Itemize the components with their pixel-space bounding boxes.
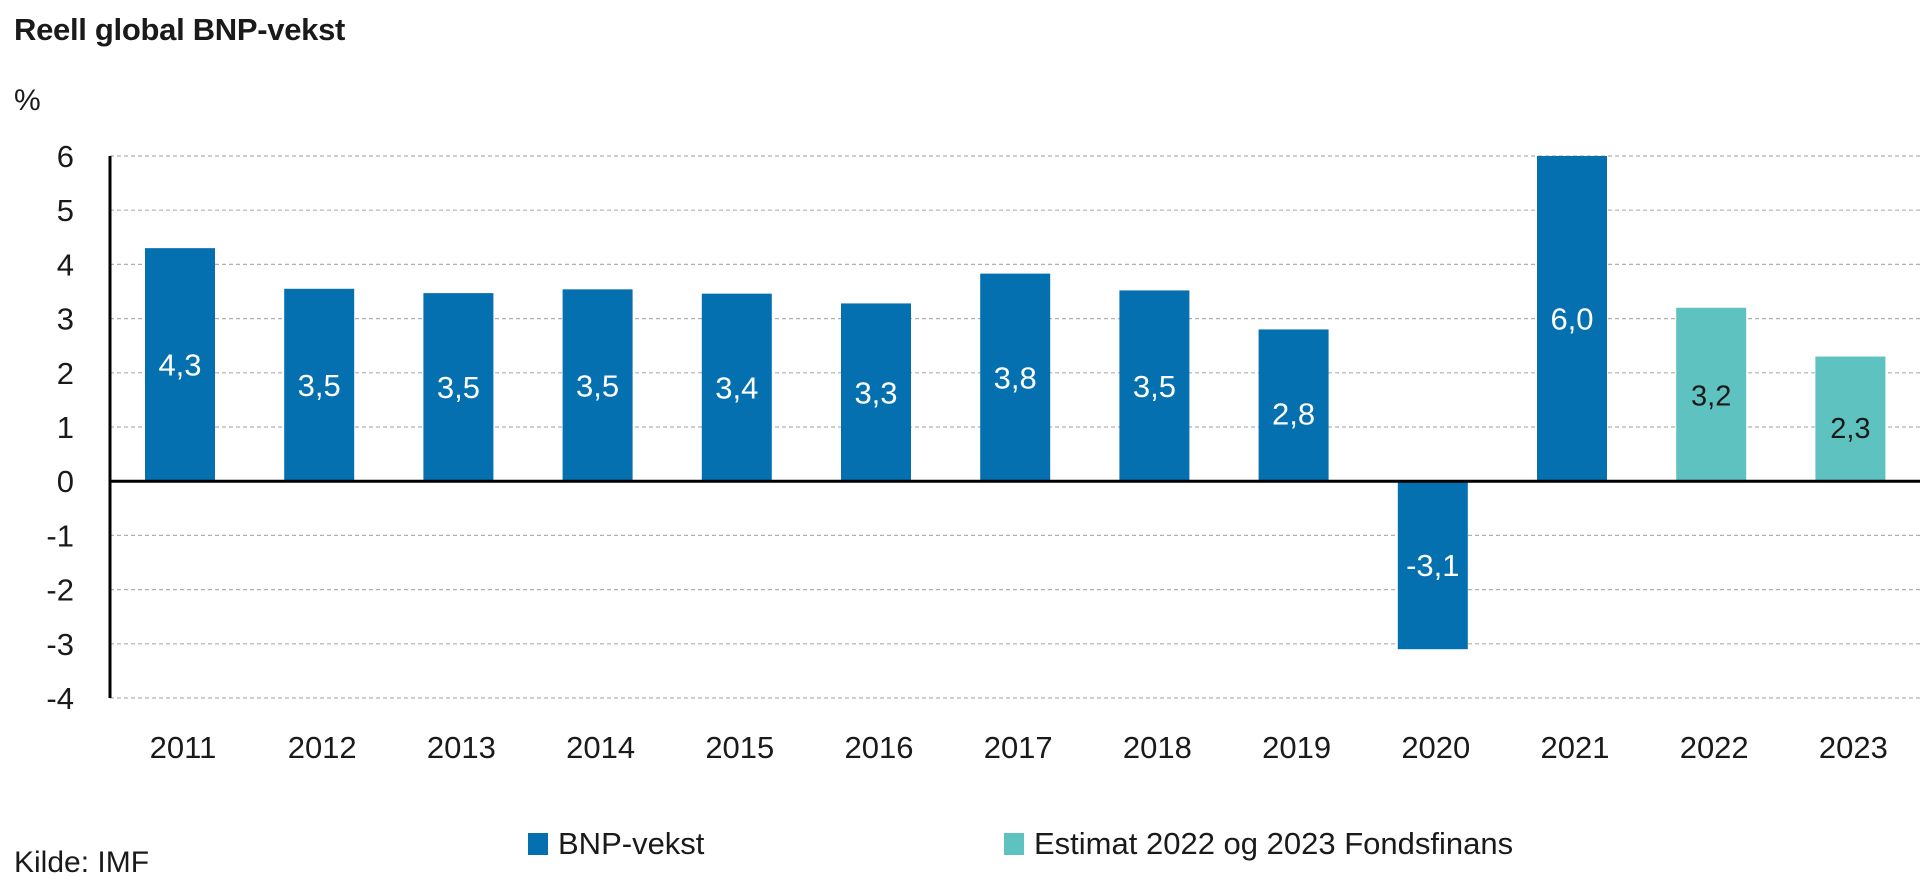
bar [980,273,1051,482]
y-tick-label: -4 [46,681,74,716]
data-label: 3,8 [994,360,1037,395]
chart-title: Reell global BNP-vekst [14,12,346,47]
x-tick-label: 2012 [288,730,357,765]
bar [701,293,772,482]
x-tick-label: 2016 [845,730,914,765]
y-tick-label: -3 [46,627,74,662]
y-tick-label: -2 [46,573,74,608]
data-label: 3,2 [1691,380,1731,412]
data-label: 3,5 [576,368,619,403]
bar [284,288,355,482]
data-label: 3,5 [1133,369,1176,404]
legend-swatch-estimate [1004,833,1024,855]
x-tick-label: 2021 [1541,730,1610,765]
y-tick-label: 3 [57,302,74,337]
data-label: 2,8 [1272,396,1315,431]
y-tick-label: 2 [57,356,74,391]
y-tick-label: 4 [57,247,74,282]
x-tick-label: 2022 [1680,730,1749,765]
bar [1537,156,1607,482]
y-unit-label: % [14,84,41,117]
y-tick-label: 0 [57,464,74,499]
legend-label-actual: BNP-vekst [558,826,705,861]
bar [1676,307,1747,482]
legend-item-estimat: Estimat 2022 og 2023 Fondsfinans [1004,826,1513,862]
bar [423,293,494,482]
x-tick-label: 2013 [427,730,496,765]
source-text: Kilde: IMF [14,846,150,879]
data-label: 4,3 [158,348,201,383]
bar [1397,481,1468,650]
x-tick-label: 2011 [150,730,217,765]
x-tick-label: 2017 [984,730,1053,765]
bar [1258,329,1329,482]
bar [841,303,911,482]
bar [1119,290,1190,482]
bar [562,289,633,482]
legend-label-estimate: Estimat 2022 og 2023 Fondsfinans [1034,826,1514,861]
y-tick-label: 1 [57,410,74,445]
bar [145,248,215,482]
y-tick-label: 6 [57,139,74,174]
y-tick-label: -1 [46,518,74,553]
data-label: -3,1 [1406,548,1459,583]
data-label: 2,3 [1830,413,1870,445]
x-tick-label: 2015 [705,730,774,765]
x-tick-label: 2023 [1819,730,1888,765]
data-label: 6,0 [1550,302,1593,337]
y-tick-label: 5 [57,193,74,228]
x-tick-label: 2019 [1262,730,1331,765]
data-label: 3,5 [437,370,480,405]
bar [1815,356,1886,482]
legend-item-bnp-vekst: BNP-vekst [528,826,704,862]
data-label: 3,3 [854,375,897,410]
x-tick-label: 2014 [566,730,635,765]
x-tick-label: 2020 [1401,730,1470,765]
bar-chart: 6 5 4 3 2 1 0 -1 -2 -3 -4 4,3 2011 3,5 2012 3,5 2013 3,5 2… [46,139,1920,765]
legend-swatch-actual [528,833,548,855]
data-label: 3,4 [715,370,758,405]
data-label: 3,5 [298,368,341,403]
x-tick-label: 2018 [1123,730,1192,765]
